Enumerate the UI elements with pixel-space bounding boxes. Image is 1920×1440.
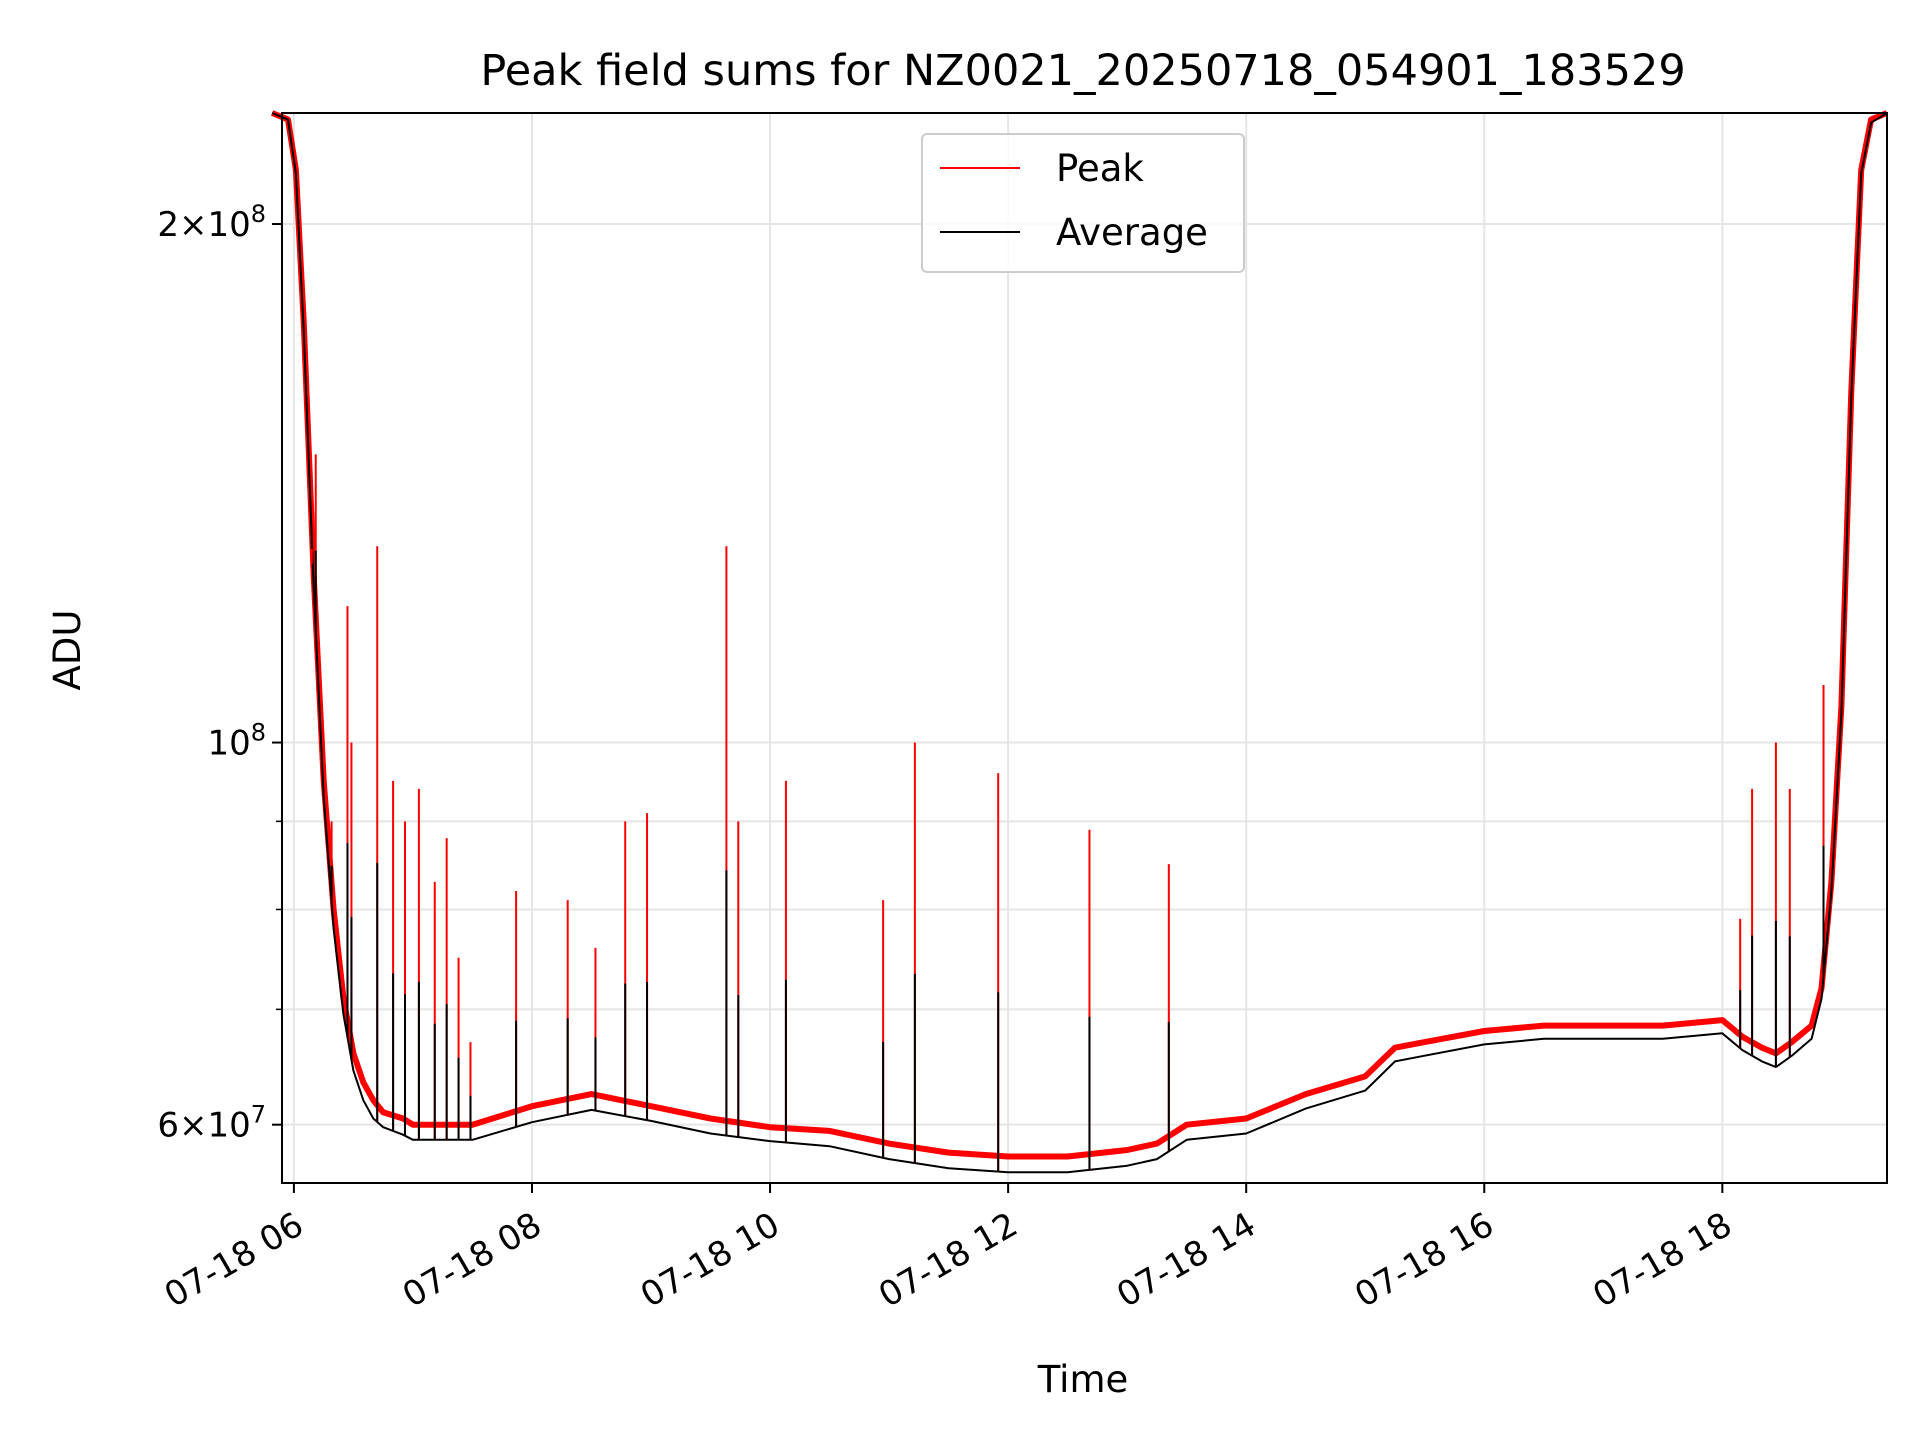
legend: Peak Average (921, 133, 1245, 273)
plot-frame (281, 112, 1888, 1184)
y-tick-label: 6×107 (157, 1101, 266, 1146)
series-layer (270, 110, 1889, 1174)
chart-title: Peak field sums for NZ0021_20250718_0549… (480, 46, 1685, 96)
x-axis-label: Time (1037, 1358, 1129, 1401)
y-tick-label: 2×108 (157, 200, 266, 245)
y-axis-label: ADU (46, 610, 89, 691)
y-tick-label: 108 (207, 719, 266, 764)
legend-average-label: Average (1056, 211, 1208, 254)
legend-peak-label: Peak (1056, 147, 1144, 190)
series-line-average (271, 112, 1888, 1174)
